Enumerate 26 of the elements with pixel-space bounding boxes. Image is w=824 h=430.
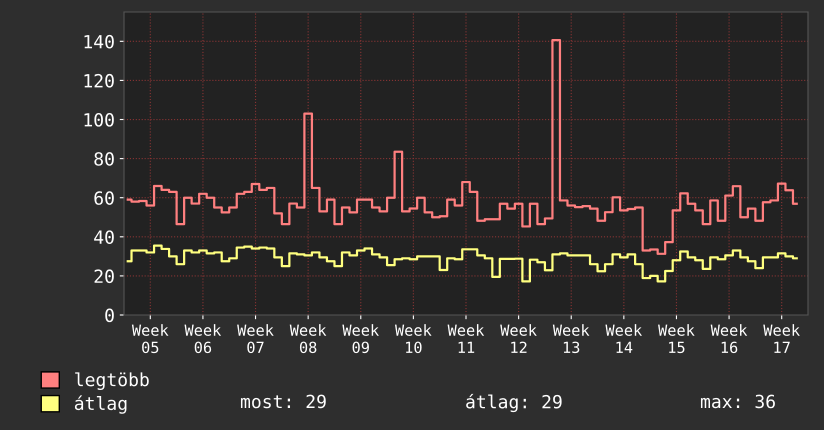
y-tick-label: 20: [94, 269, 114, 284]
legend-label: átlag: [74, 395, 126, 414]
y-tick-label: 0: [105, 308, 114, 322]
x-tick-label: Week 11: [448, 324, 484, 353]
y-tick-label: 120: [84, 74, 114, 88]
x-tick-label: Week 14: [605, 324, 642, 353]
legend-label: legtöbb: [75, 372, 149, 390]
x-tick-label: Week 15: [658, 324, 695, 354]
y-tick-label: 140: [84, 34, 114, 48]
x-tick-label: Week 06: [184, 324, 222, 354]
x-tick-label: Week 13: [552, 324, 590, 354]
text: most: 29: [240, 394, 326, 408]
y-tick-label: 100: [84, 113, 114, 127]
x-tick-label: Week 08: [290, 324, 326, 354]
y-tick-label: 60: [94, 191, 114, 205]
y-tick-label: 80: [94, 152, 114, 166]
x-tick-label: Week 05: [132, 324, 168, 354]
text: max: 36: [700, 394, 775, 408]
y-tick-label: 40: [94, 230, 114, 244]
text: átlag: 29: [466, 394, 562, 412]
x-tick-label: Week 07: [237, 324, 274, 354]
x-tick-label: Week 16: [710, 324, 748, 354]
x-tick-label: Week 09: [342, 324, 379, 354]
x-tick-label: Week 10: [394, 324, 432, 354]
x-tick-label: Week 17: [763, 324, 800, 353]
x-tick-label: Week 12: [500, 324, 537, 353]
